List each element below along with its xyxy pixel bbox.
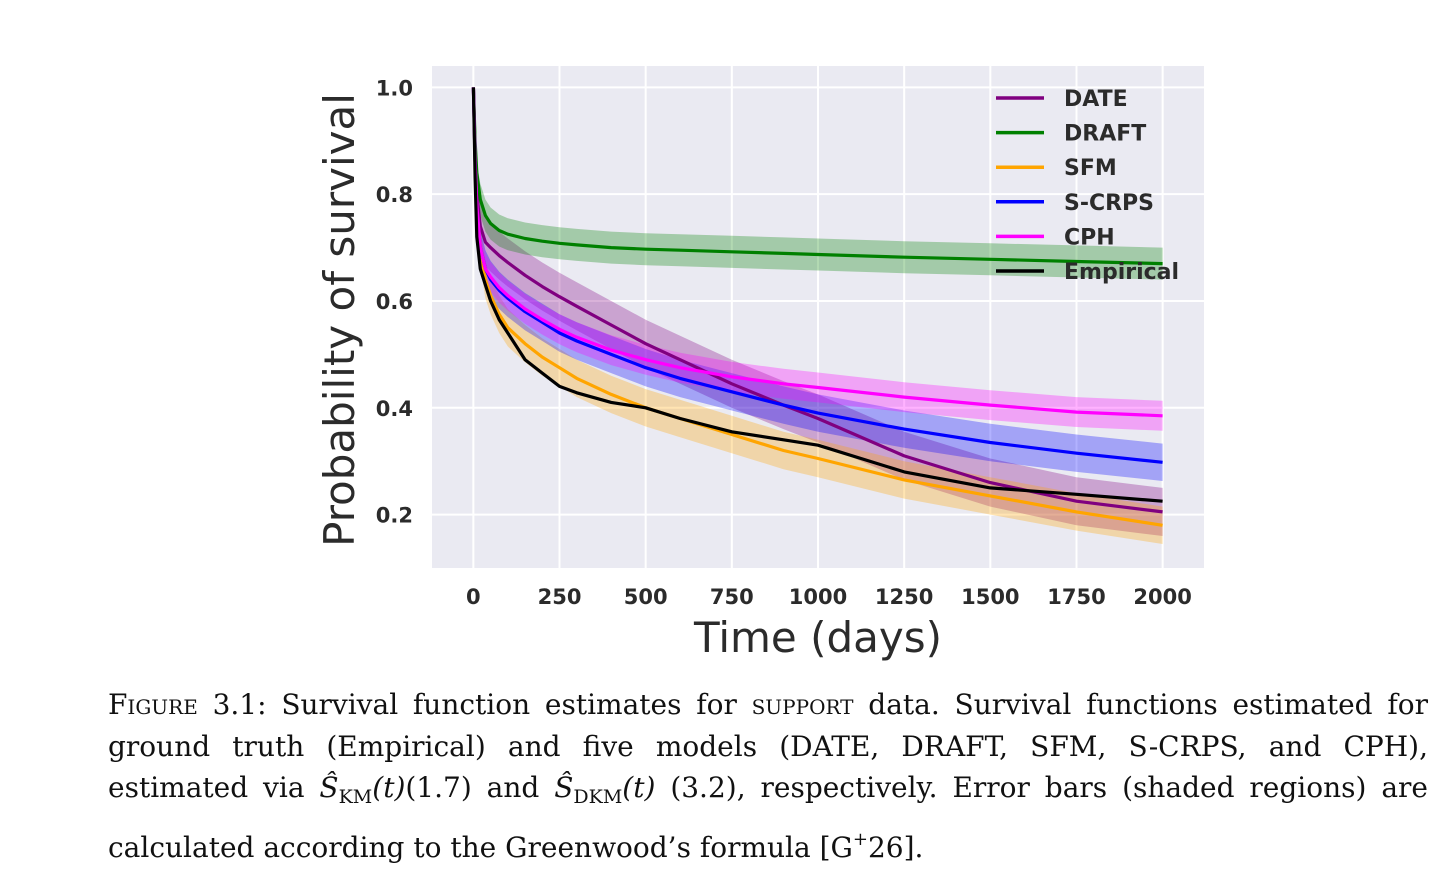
y-tick-label-3: 0.8 bbox=[376, 183, 413, 207]
y-tick-label-2: 0.6 bbox=[376, 290, 413, 314]
x-tick-label-8: 2000 bbox=[1133, 585, 1191, 609]
band-date bbox=[473, 87, 1163, 537]
x-tick-label-7: 1750 bbox=[1047, 585, 1105, 609]
legend-label-cph: CPH bbox=[1064, 225, 1115, 250]
x-tick-label-0: 0 bbox=[466, 585, 481, 609]
x-tick-label-6: 1500 bbox=[961, 585, 1019, 609]
km-arg: (t) bbox=[372, 771, 406, 804]
y-tick-label-4: 1.0 bbox=[376, 76, 413, 100]
legend-label-draft: DRAFT bbox=[1064, 122, 1146, 147]
line-empirical bbox=[471, 87, 1163, 503]
caption-text-2: data. Survival functions estimated for g… bbox=[108, 688, 1428, 804]
y-tick-label-1: 0.4 bbox=[376, 397, 413, 421]
x-tick-label-5: 1250 bbox=[875, 585, 933, 609]
s-hat-dkm: Ŝ bbox=[554, 771, 574, 804]
caption-text-1: Survival function estimates for bbox=[281, 688, 737, 721]
legend-label-sfm: SFM bbox=[1064, 156, 1117, 181]
x-tick-label-3: 750 bbox=[710, 585, 754, 609]
dkm-arg: (t) bbox=[622, 771, 656, 804]
x-tick-labels: 0 250 500 750 1000 1250 1500 1750 2000 bbox=[466, 585, 1192, 609]
dataset-name: support bbox=[751, 688, 854, 721]
band-sfm bbox=[473, 87, 1163, 545]
dkm-subscript: DKM bbox=[573, 786, 623, 808]
legend-label-s-crps: S-CRPS bbox=[1064, 191, 1154, 216]
figure-caption: Figure 3.1: Survival function estimates … bbox=[108, 684, 1428, 868]
caption-ref-1: (1.7) and bbox=[405, 771, 540, 804]
x-tick-label-4: 1000 bbox=[789, 585, 847, 609]
legend-label-empirical: Empirical bbox=[1064, 260, 1179, 285]
y-tick-label-0: 0.2 bbox=[376, 504, 413, 528]
series-lines bbox=[471, 87, 1163, 527]
legend: DATE DRAFT SFM S-CRPS CPH Empirical bbox=[996, 87, 1179, 285]
s-hat-km: Ŝ bbox=[319, 771, 339, 804]
x-tick-label-2: 500 bbox=[624, 585, 668, 609]
legend-label-date: DATE bbox=[1064, 87, 1128, 112]
grid-lines bbox=[432, 66, 1204, 568]
line-cph bbox=[471, 87, 1163, 418]
line-date bbox=[471, 87, 1163, 514]
citation-superscript: + bbox=[852, 828, 868, 850]
line-draft bbox=[471, 87, 1163, 266]
y-axis-label: Probability of survival bbox=[315, 93, 364, 547]
y-tick-labels: 0.2 0.4 0.6 0.8 1.0 bbox=[376, 76, 413, 527]
figure-label: Figure 3.1: bbox=[108, 688, 267, 721]
caption-text-3: (3.2), respectively. Error bars (shaded … bbox=[108, 771, 1428, 864]
x-tick-label-1: 250 bbox=[538, 585, 582, 609]
km-subscript: KM bbox=[338, 786, 373, 808]
x-axis-label: Time (days) bbox=[693, 613, 942, 662]
band-s-crps bbox=[473, 87, 1163, 482]
caption-text-4: 26]. bbox=[867, 830, 924, 864]
